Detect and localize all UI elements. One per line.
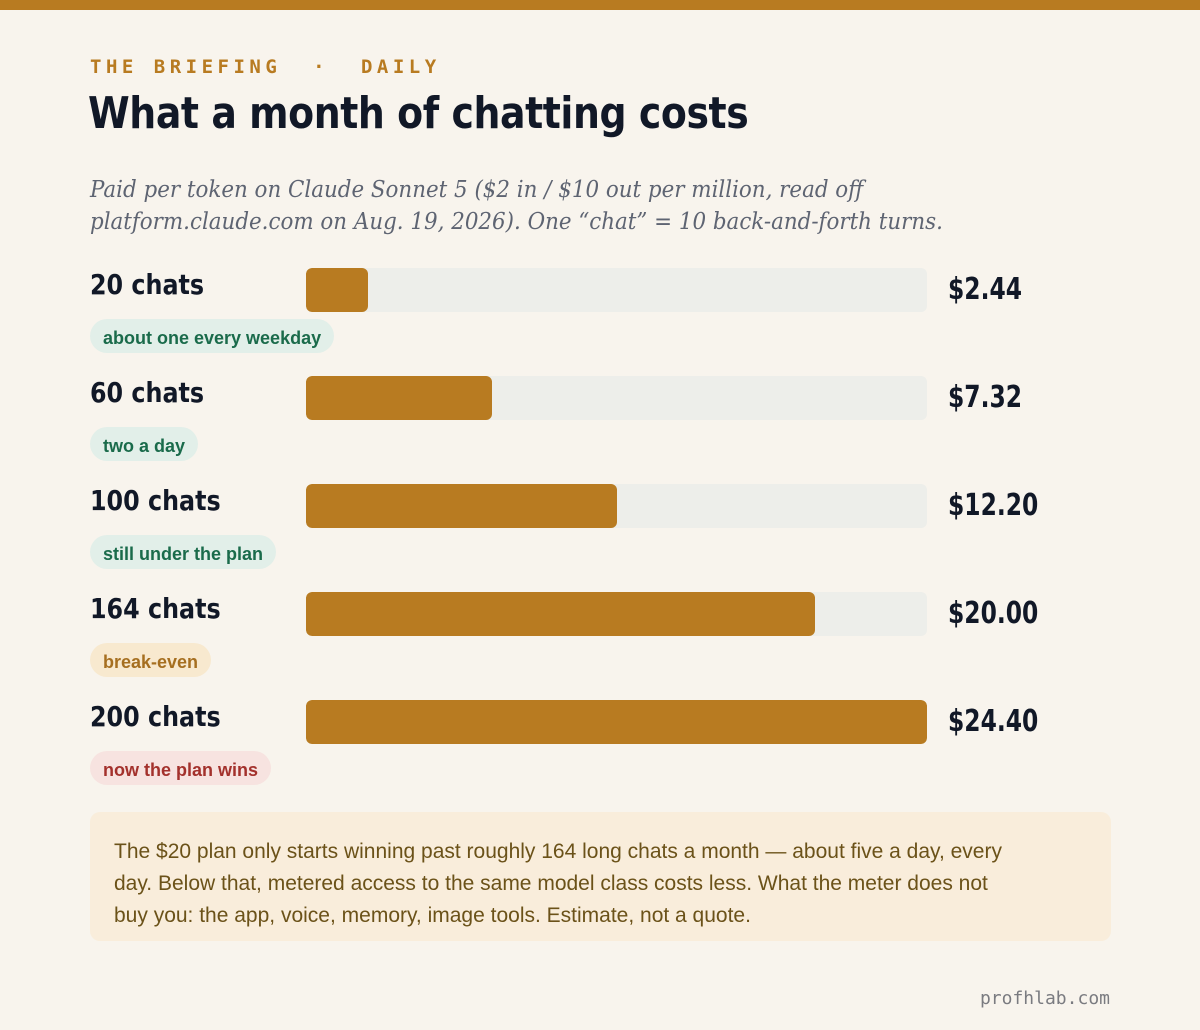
bar-row: 20 chats $2.44 about one every weekday — [0, 268, 1200, 376]
annotation-pill: now the plan wins — [90, 751, 272, 785]
note-text: The $20 plan only starts winning past ro… — [114, 840, 1002, 927]
bar-row: 100 chats $12.20 still under the plan — [0, 484, 1200, 592]
category-label: 20 chats — [90, 268, 205, 301]
value-label: $12.20 — [948, 488, 1039, 523]
bar-track — [306, 376, 927, 420]
category-label: 200 chats — [90, 700, 221, 733]
subtitle: Paid per token on Claude Sonnet 5 ($2 in… — [90, 177, 943, 235]
headline: What a month of chatting costs — [88, 88, 749, 139]
top-accent-rule — [0, 0, 1200, 10]
bar — [306, 700, 927, 744]
category-label: 164 chats — [90, 592, 221, 625]
category-label: 60 chats — [90, 376, 205, 409]
bar-track — [306, 592, 927, 636]
bar — [306, 484, 617, 528]
value-label: $20.00 — [948, 596, 1039, 631]
annotation-pill: about one every weekday — [90, 319, 335, 353]
bar-track — [306, 700, 927, 744]
site-credit: profhlab.com — [979, 988, 1110, 1009]
annotation-pill: still under the plan — [90, 535, 277, 569]
bar — [306, 268, 368, 312]
bar-row: 164 chats $20.00 break-even — [0, 592, 1200, 700]
value-label: $24.40 — [948, 704, 1039, 739]
annotation-pill: break-even — [90, 643, 212, 677]
bar — [306, 592, 815, 636]
bar-track — [306, 484, 927, 528]
bar — [306, 376, 492, 420]
bar-row: 200 chats $24.40 now the plan wins — [0, 700, 1200, 808]
bar-row: 60 chats $7.32 two a day — [0, 376, 1200, 484]
value-label: $2.44 — [948, 272, 1023, 307]
bar-track — [306, 268, 927, 312]
kicker: THE BRIEFING · DAILY — [90, 56, 441, 78]
category-label: 100 chats — [90, 484, 221, 517]
cost-bar-chart: 20 chats $2.44 about one every weekday 60 c… — [0, 268, 1200, 785]
value-label: $7.32 — [948, 380, 1023, 415]
explanation-note: The $20 plan only starts winning past ro… — [90, 812, 1111, 941]
annotation-pill: two a day — [90, 427, 199, 461]
